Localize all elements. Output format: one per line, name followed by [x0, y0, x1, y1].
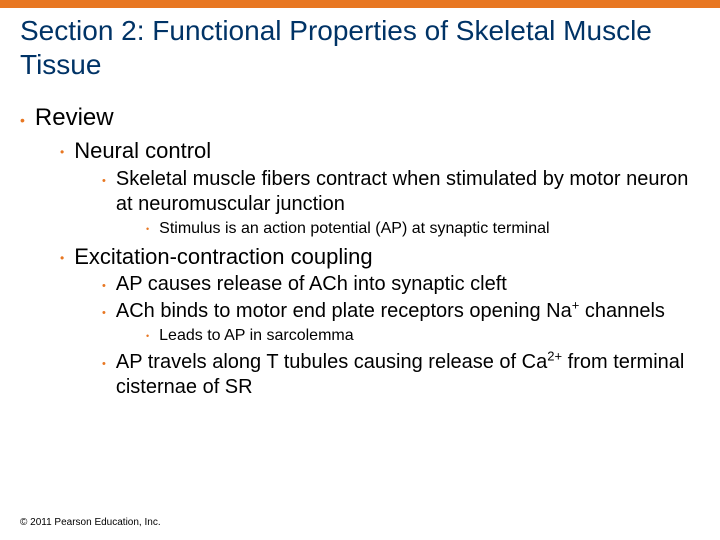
- slide-content: •Review•Neural control•Skeletal muscle f…: [0, 93, 720, 400]
- bullet-text: AP causes release of ACh into synaptic c…: [116, 272, 507, 297]
- bullet-text: Skeletal muscle fibers contract when sti…: [116, 167, 700, 217]
- slide-title: Section 2: Functional Properties of Skel…: [0, 8, 720, 93]
- bullet-dot-icon: •: [102, 299, 106, 320]
- bullet-text: ACh binds to motor end plate receptors o…: [116, 299, 665, 324]
- bullet-list: •Review•Neural control•Skeletal muscle f…: [20, 103, 700, 400]
- bullet-text: Excitation-contraction coupling: [74, 243, 372, 271]
- bullet-dot-icon: •: [60, 137, 64, 161]
- bullet-item: • Excitation-contraction coupling: [60, 243, 700, 271]
- bullet-item: • Neural control: [60, 137, 700, 165]
- bullet-dot-icon: •: [60, 243, 64, 267]
- bullet-item: • Review: [20, 103, 700, 133]
- bullet-dot-icon: •: [20, 103, 25, 129]
- copyright-text: © 2011 Pearson Education, Inc.: [20, 517, 161, 528]
- bullet-item: • Leads to AP in sarcolemma: [146, 326, 700, 346]
- accent-bar: [0, 0, 720, 8]
- bullet-text: Neural control: [74, 137, 211, 165]
- bullet-item: • AP causes release of ACh into synaptic …: [102, 272, 700, 297]
- bullet-dot-icon: •: [102, 272, 106, 293]
- bullet-item: • ACh binds to motor end plate receptors …: [102, 299, 700, 324]
- bullet-dot-icon: •: [102, 350, 106, 371]
- bullet-dot-icon: •: [146, 219, 149, 236]
- superscript: 2+: [547, 349, 562, 364]
- bullet-item: • Skeletal muscle fibers contract when st…: [102, 167, 700, 217]
- bullet-dot-icon: •: [102, 167, 106, 188]
- bullet-text: Leads to AP in sarcolemma: [159, 326, 353, 346]
- bullet-dot-icon: •: [146, 326, 149, 343]
- bullet-text: AP travels along T tubules causing relea…: [116, 350, 700, 400]
- bullet-text: Review: [35, 103, 114, 133]
- superscript: +: [572, 298, 580, 313]
- bullet-item: • Stimulus is an action potential (AP) at…: [146, 219, 700, 239]
- bullet-item: • AP travels along T tubules causing rele…: [102, 350, 700, 400]
- bullet-text: Stimulus is an action potential (AP) at …: [159, 219, 549, 239]
